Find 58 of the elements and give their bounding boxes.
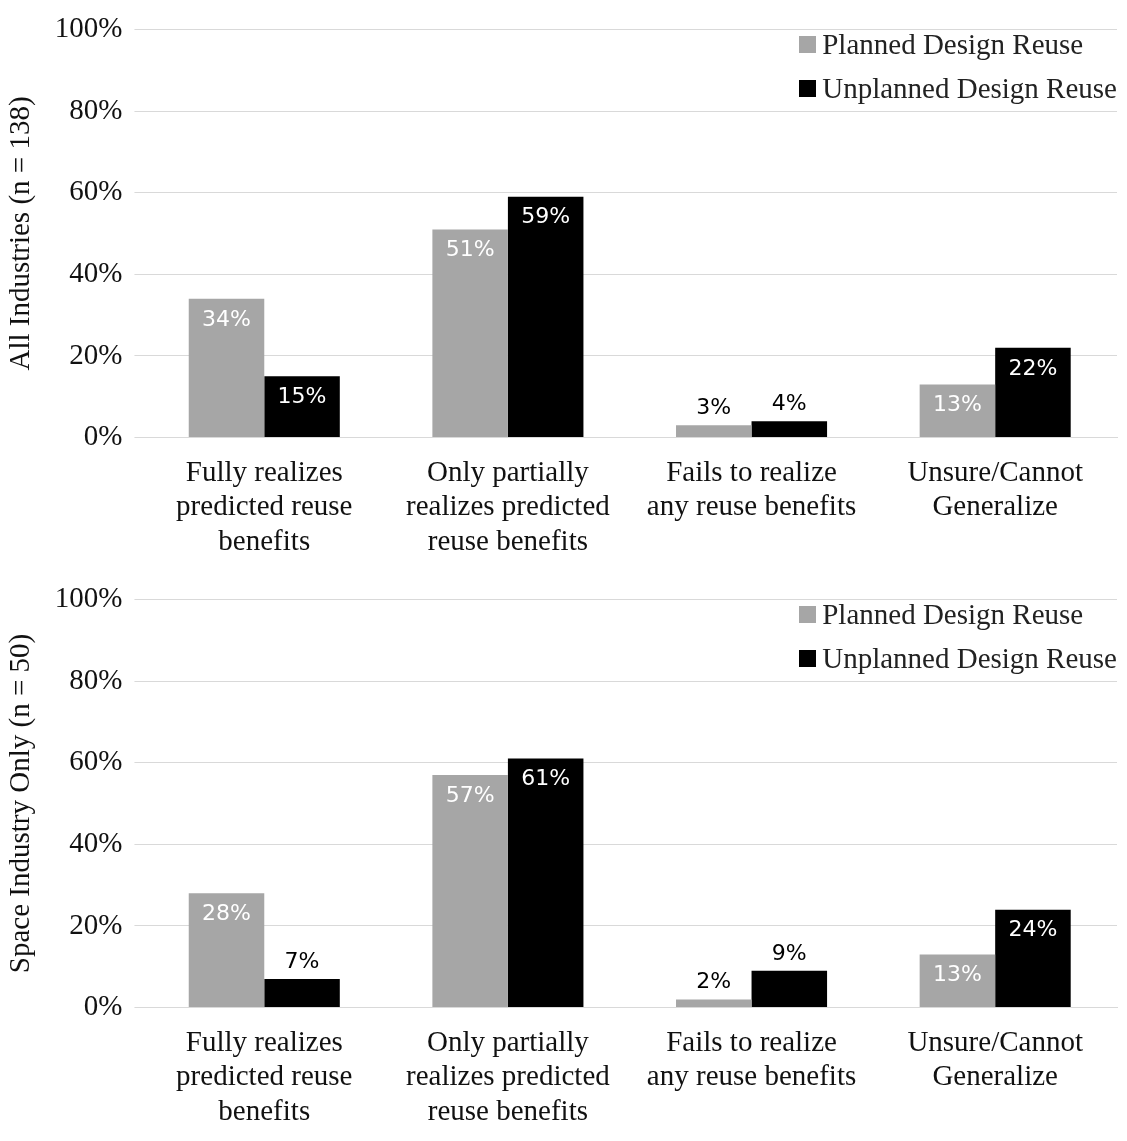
data-label: 59% xyxy=(521,203,571,229)
y-tick-label: 100% xyxy=(54,581,123,614)
data-label: 13% xyxy=(932,961,982,987)
bar xyxy=(507,196,584,438)
y-tick-label: 40% xyxy=(69,825,123,858)
legend-label: Planned Design Reuse xyxy=(822,597,1084,632)
x-tick-label: Fully realizes predicted reuse benefits xyxy=(176,454,353,557)
bar xyxy=(432,229,508,438)
x-tick-label: Fully realizes predicted reuse benefits xyxy=(176,1024,353,1127)
bar xyxy=(995,909,1071,1008)
data-label: 2% xyxy=(696,968,732,994)
data-label: 61% xyxy=(521,765,571,791)
bar xyxy=(676,999,752,1008)
y-tick-label: 100% xyxy=(54,11,123,44)
legend-label: Unplanned Design Reuse xyxy=(822,641,1117,676)
bar xyxy=(751,421,828,438)
data-label: 3% xyxy=(696,394,732,420)
bar xyxy=(188,893,265,1008)
x-tick-label: Fails to realize any reuse benefits xyxy=(646,1024,857,1092)
legend-label: Unplanned Design Reuse xyxy=(822,71,1117,106)
bar xyxy=(264,979,340,1008)
bar xyxy=(995,347,1071,438)
data-label: 9% xyxy=(771,939,807,965)
legend-label: Planned Design Reuse xyxy=(822,27,1084,62)
data-label: 57% xyxy=(445,781,495,807)
y-tick-label: 40% xyxy=(69,255,123,288)
y-tick-label: 0% xyxy=(83,989,123,1022)
data-label: 28% xyxy=(202,900,251,926)
y-tick-label: 60% xyxy=(69,174,123,207)
data-label: 22% xyxy=(1008,354,1058,380)
bar xyxy=(432,774,508,1008)
y-tick-label: 20% xyxy=(69,337,123,370)
data-label: 24% xyxy=(1008,916,1058,942)
y-tick-label: 60% xyxy=(69,744,123,777)
bar xyxy=(188,298,265,438)
x-tick-label: Fails to realize any reuse benefits xyxy=(646,454,857,522)
data-label: 7% xyxy=(284,947,320,973)
bar xyxy=(919,954,996,1008)
data-label: 15% xyxy=(277,383,327,409)
y-tick-label: 80% xyxy=(69,662,123,695)
x-tick-label: Unsure/Cannot Generalize xyxy=(907,1024,1083,1092)
data-label: 34% xyxy=(202,305,251,331)
data-label: 13% xyxy=(932,391,982,417)
data-label: 51% xyxy=(445,236,495,262)
y-axis-title: Space Industry Only (n = 50) xyxy=(3,633,37,974)
y-tick-label: 0% xyxy=(83,419,123,452)
x-tick-label: Only partially realizes predicted reuse benefits xyxy=(406,454,611,557)
y-tick-label: 20% xyxy=(69,907,123,940)
y-axis-title: All Industries (n = 138) xyxy=(3,96,37,371)
bar xyxy=(751,970,828,1008)
data-label: 4% xyxy=(771,389,807,415)
x-tick-label: Unsure/Cannot Generalize xyxy=(907,454,1083,522)
bar xyxy=(676,425,752,438)
x-tick-label: Only partially realizes predicted reuse benefits xyxy=(406,1024,611,1127)
y-tick-label: 80% xyxy=(69,92,123,125)
bar xyxy=(507,758,584,1008)
bar xyxy=(264,376,340,438)
bar xyxy=(919,384,996,438)
